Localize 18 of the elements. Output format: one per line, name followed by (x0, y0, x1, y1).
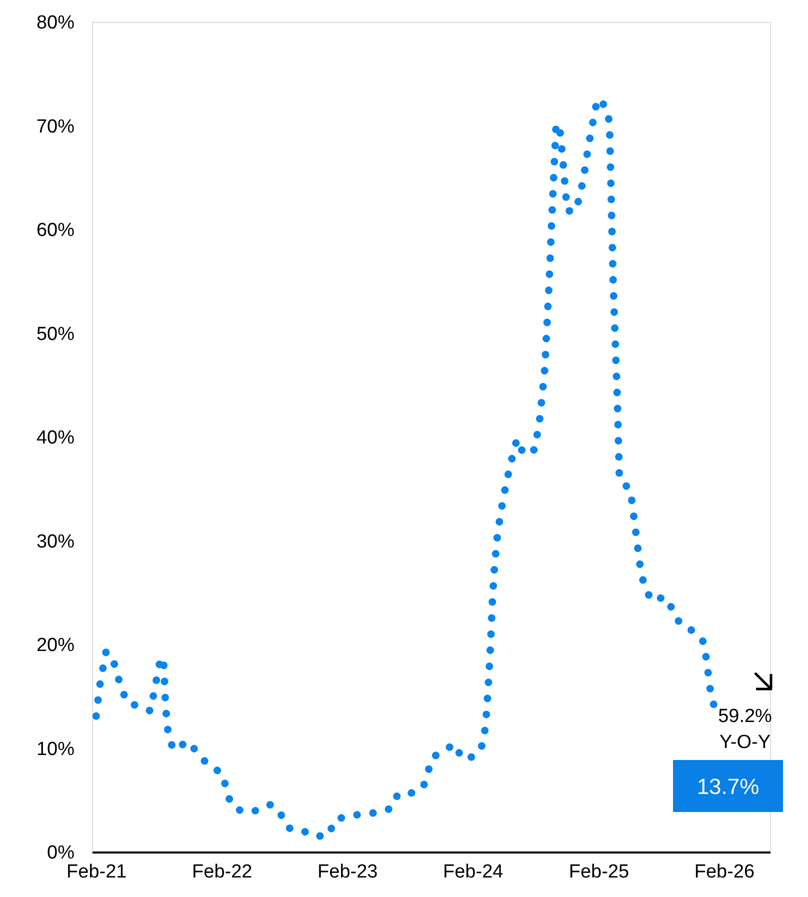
x-tick-label: Feb-25 (568, 862, 630, 882)
x-tick-label: Feb-22 (192, 862, 252, 882)
y-tick-label: 30% (36, 531, 75, 552)
annotation: 13.7% (696, 774, 760, 799)
x-tick-label: Feb-26 (694, 862, 755, 882)
x-tick-label: Feb-21 (66, 862, 127, 882)
y-tick-label: 40% (36, 428, 75, 448)
annotation: Y-O-Y (719, 732, 771, 753)
y-tick-label: 60% (36, 220, 75, 241)
x-tick-label: Feb-24 (443, 862, 504, 882)
y-tick-label: 50% (36, 324, 75, 345)
annotation: 59.2% (718, 706, 772, 727)
y-tick-label: 20% (36, 635, 75, 656)
y-tick-label: 80% (36, 12, 75, 34)
x-tick-label: Feb-23 (318, 862, 378, 882)
y-tick-label: 10% (36, 738, 75, 760)
y-tick-label: 70% (36, 116, 75, 138)
y-tick-label: 0% (47, 842, 75, 864)
